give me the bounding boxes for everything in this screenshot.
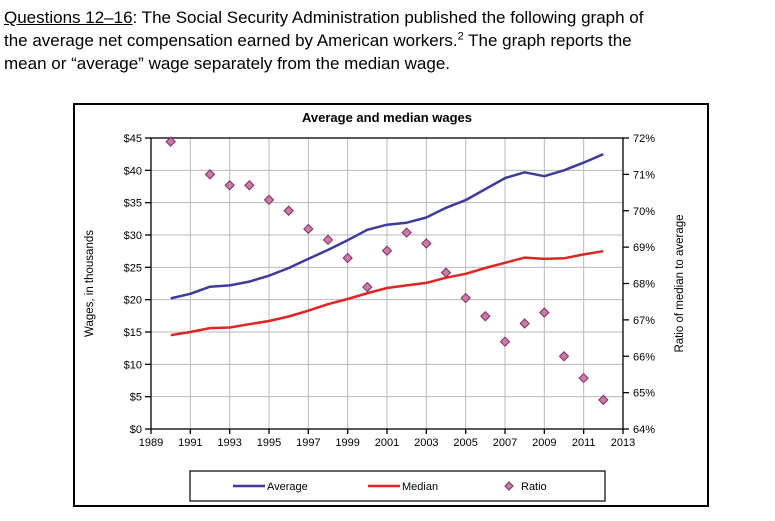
series-point-ratio	[322, 234, 334, 246]
series-point-ratio	[421, 238, 432, 249]
y-right-axis-title: Ratio of median to average	[674, 214, 686, 352]
series-line-median	[170, 249, 604, 337]
y-right-tick-label: 71%	[633, 169, 655, 181]
series-point-ratio	[362, 281, 373, 293]
x-tick-label: 1993	[217, 437, 241, 449]
legend-label-average: Average	[267, 481, 308, 493]
series-point-ratio	[539, 307, 550, 318]
chart-frame: Average and median wages $45 $40 $35 $30 $25 $…	[73, 103, 709, 507]
y-left-tick-label: $35	[124, 198, 142, 210]
legend-sample-ratio	[504, 481, 514, 491]
x-tick-label: 2003	[414, 437, 438, 449]
y-right-tick-label: 67%	[633, 315, 655, 327]
intro-line-2-text: the average net compensation earned by A…	[4, 31, 458, 50]
series-point-ratio	[519, 318, 530, 329]
x-tick-label: 2007	[493, 437, 517, 449]
y-left-axis-title: Wages, in thousands	[84, 230, 96, 337]
series-point-ratio	[558, 351, 570, 362]
question-range-label: Questions 12–16	[4, 8, 133, 27]
intro-line-1-text: : The Social Security Administration pub…	[132, 8, 644, 27]
y-right-tick-label: 64%	[633, 424, 655, 436]
intro-line-1: Questions 12–16: The Social Security Adm…	[4, 6, 770, 29]
x-tick-label: 1999	[335, 437, 359, 449]
footnote-marker: 2	[457, 30, 464, 43]
x-tick-label: 2005	[453, 437, 477, 449]
x-tick-label: 1997	[296, 437, 320, 449]
series-point-ratio	[460, 292, 471, 304]
y-left-tick-label: $40	[124, 165, 142, 177]
y-right-tick-label: 72%	[633, 133, 655, 145]
legend-label-median: Median	[402, 481, 438, 493]
y-right-tick-label: 65%	[633, 388, 655, 400]
x-tick-label: 2011	[572, 437, 596, 449]
series-point-ratio	[283, 205, 294, 216]
y-right-tick-label: 70%	[633, 206, 655, 218]
intro-line-2-text-after: The graph reports the	[463, 31, 632, 50]
series-point-ratio	[578, 372, 589, 384]
series-point-ratio	[224, 180, 235, 191]
series-point-ratio	[342, 252, 353, 264]
y-right-tick-label: 69%	[633, 242, 655, 254]
y-left-tick-label: $20	[124, 295, 142, 307]
chart-title: Average and median wages	[302, 110, 472, 125]
series-point-ratio	[480, 311, 491, 322]
y-right-tick-label: 66%	[633, 351, 655, 363]
intro-line-3: mean or “average” wage separately from t…	[4, 52, 770, 75]
wage-chart-svg: Average and median wages $45 $40 $35 $30 $25 $…	[84, 110, 686, 502]
legend-label-ratio: Ratio	[521, 481, 547, 493]
series-point-ratio	[244, 180, 255, 191]
x-tick-label: 1989	[139, 437, 163, 449]
series-point-ratio	[401, 227, 412, 238]
question-intro: Questions 12–16: The Social Security Adm…	[4, 6, 770, 75]
x-tick-label: 2009	[532, 437, 556, 449]
y-left-tick-label: $5	[130, 392, 142, 404]
y-left-tick-label: $0	[130, 424, 142, 436]
x-tick-label: 2013	[611, 437, 635, 449]
y-left-tick-label: $10	[124, 359, 142, 371]
y-left-tick-label: $25	[124, 262, 142, 274]
x-tick-label: 2001	[375, 437, 399, 449]
series-point-ratio	[165, 136, 176, 147]
series-line-average	[170, 153, 604, 300]
series-point-ratio	[381, 245, 393, 256]
series-point-ratio	[204, 169, 216, 180]
y-left-tick-label: $45	[124, 133, 142, 145]
series-point-ratio	[440, 267, 452, 278]
intro-line-3-text: mean or “average” wage separately from t…	[4, 54, 451, 73]
y-left-tick-label: $15	[124, 327, 142, 339]
series-point-ratio	[263, 194, 275, 206]
x-tick-label: 1995	[257, 437, 281, 449]
intro-line-2: the average net compensation earned by A…	[4, 29, 770, 52]
series-point-ratio	[499, 336, 511, 347]
series-point-ratio	[303, 223, 314, 235]
y-left-tick-label: $30	[124, 230, 142, 242]
y-right-tick-label: 68%	[633, 279, 655, 291]
x-tick-label: 1991	[178, 437, 202, 449]
series-point-ratio	[598, 394, 609, 406]
